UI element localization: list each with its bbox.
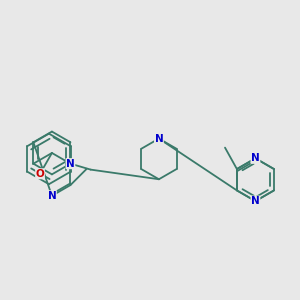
Text: N: N [47, 191, 56, 201]
Text: N: N [251, 153, 260, 163]
Text: N: N [66, 159, 75, 169]
Text: N: N [251, 196, 260, 206]
Text: N: N [154, 134, 163, 144]
Text: O: O [36, 169, 44, 179]
